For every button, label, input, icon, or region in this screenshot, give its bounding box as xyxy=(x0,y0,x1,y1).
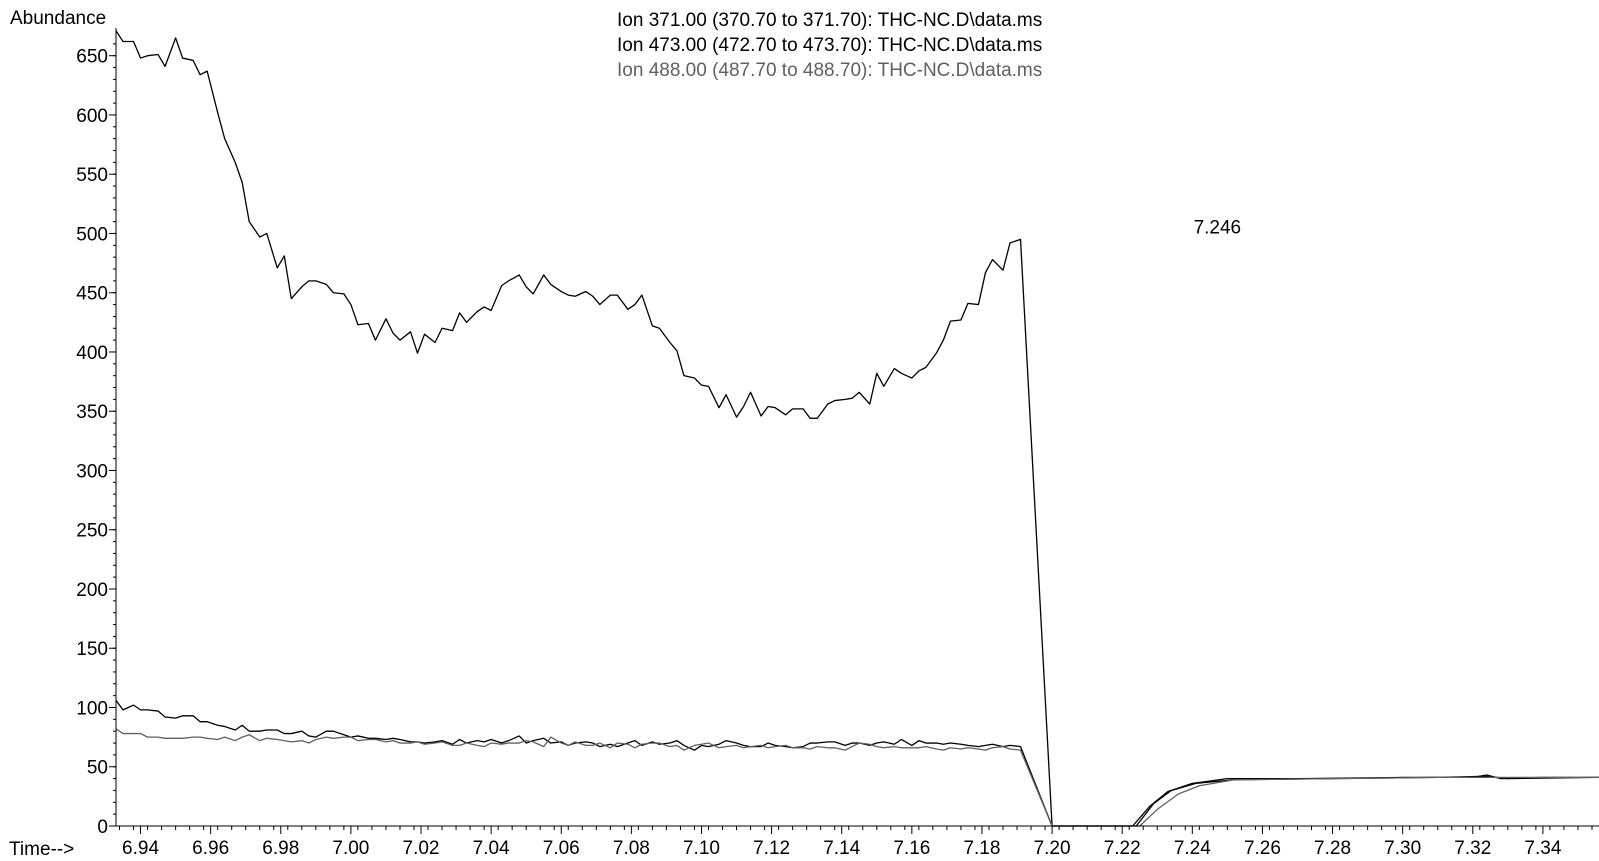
series-line-1 xyxy=(115,30,1599,827)
y-tick-label: 550 xyxy=(76,165,108,186)
peak-annotation: 7.246 xyxy=(1194,217,1242,238)
x-tick-label: 7.02 xyxy=(403,838,440,859)
legend-entry-1: Ion 371.00 (370.70 to 371.70): THC-NC.D\… xyxy=(617,10,1042,31)
x-tick-label: 7.00 xyxy=(332,838,369,859)
axes: 0 50 100 150 200 250 300 350 400 450 500 550 600 650 6… xyxy=(76,28,1599,859)
x-tick-label: 7.12 xyxy=(753,838,790,859)
x-tick-label: 7.14 xyxy=(823,838,860,859)
y-tick-label: 100 xyxy=(76,698,108,719)
y-tick-label: 300 xyxy=(76,461,108,482)
series-line-3 xyxy=(115,728,1599,827)
legend: Ion 371.00 (370.70 to 371.70): THC-NC.D\… xyxy=(617,10,1042,81)
x-tick-label: 7.20 xyxy=(1034,838,1071,859)
x-tick-label: 7.06 xyxy=(543,838,580,859)
x-tick-label: 7.34 xyxy=(1524,838,1561,859)
x-tick-label: 7.16 xyxy=(893,838,930,859)
y-axis-title: Abundance xyxy=(10,8,106,29)
y-tick-label: 400 xyxy=(76,343,108,364)
y-tick-label: 200 xyxy=(76,580,108,601)
x-tick-label: 7.04 xyxy=(473,838,510,859)
x-tick-label: 6.98 xyxy=(262,838,299,859)
x-tick-label: 7.30 xyxy=(1384,838,1421,859)
x-tick-label: 7.24 xyxy=(1174,838,1211,859)
series-group xyxy=(115,30,1599,827)
x-tick-label: 7.28 xyxy=(1314,838,1351,859)
y-tick-label: 0 xyxy=(97,817,108,838)
x-tick-label: 7.22 xyxy=(1104,838,1141,859)
y-tick-label: 150 xyxy=(76,639,108,660)
x-tick-label: 7.18 xyxy=(963,838,1000,859)
x-tick-label: 7.26 xyxy=(1244,838,1281,859)
annotations: 7.246 xyxy=(1194,217,1242,238)
y-tick-label: 500 xyxy=(76,224,108,245)
y-tick-label: 600 xyxy=(76,106,108,127)
x-tick-label: 7.10 xyxy=(683,838,720,859)
y-tick-label: 650 xyxy=(76,47,108,68)
x-tick-label: 6.94 xyxy=(122,838,159,859)
y-tick-label: 450 xyxy=(76,284,108,305)
legend-entry-3: Ion 488.00 (487.70 to 488.70): THC-NC.D\… xyxy=(617,60,1042,81)
legend-entry-2: Ion 473.00 (472.70 to 473.70): THC-NC.D\… xyxy=(617,35,1042,56)
x-tick-label: 6.96 xyxy=(192,838,229,859)
y-tick-label: 250 xyxy=(76,521,108,542)
x-axis-title: Time--> xyxy=(9,839,74,860)
x-tick-label: 7.08 xyxy=(613,838,650,859)
y-tick-label: 350 xyxy=(76,402,108,423)
x-tick-label: 7.32 xyxy=(1454,838,1491,859)
y-tick-label: 50 xyxy=(87,758,108,779)
